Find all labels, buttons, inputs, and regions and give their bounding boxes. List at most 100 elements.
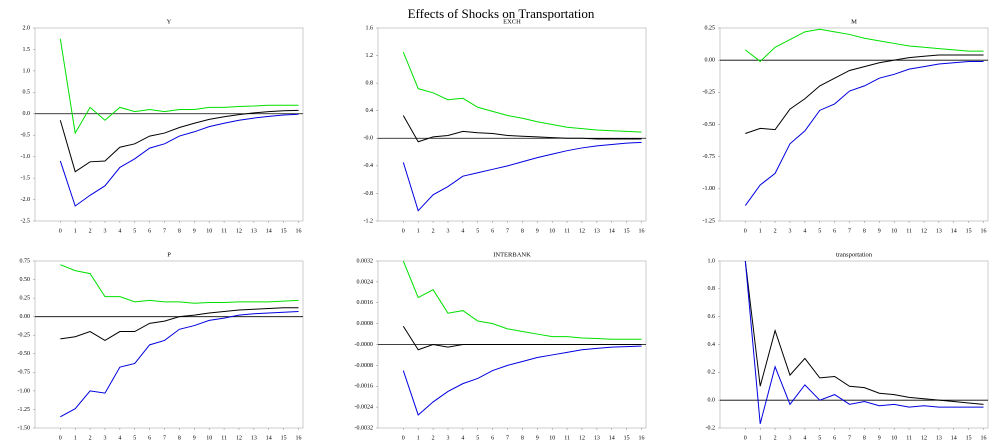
- series-line: [402, 260, 642, 340]
- x-tick-label: 0: [402, 228, 405, 234]
- y-tick-label: 0.6: [708, 314, 716, 320]
- series-line: [60, 310, 299, 418]
- x-tick-label: 4: [803, 228, 806, 234]
- y-tick-label: 1.6: [366, 25, 374, 31]
- x-tick-label: 8: [521, 435, 524, 440]
- y-tick-label: -0.0000: [355, 342, 374, 348]
- y-tick-label: 1.0: [708, 258, 716, 264]
- chart-title: Effects of Shocks on Transportation: [408, 6, 595, 21]
- x-tick-label: 14: [951, 228, 957, 234]
- x-tick-label: 14: [609, 228, 615, 234]
- x-tick-label: 11: [564, 228, 570, 234]
- plot-frame: [377, 27, 647, 222]
- panel-title: INTERBANK: [493, 251, 531, 258]
- series-line: [402, 345, 642, 416]
- x-tick-label: 12: [236, 228, 242, 234]
- x-tick-label: 9: [878, 228, 881, 234]
- x-tick-label: 14: [609, 435, 615, 440]
- x-tick-label: 6: [833, 228, 836, 234]
- x-tick-label: 15: [281, 435, 287, 440]
- x-tick-label: 13: [936, 228, 942, 234]
- y-tick-label: -1.2: [364, 218, 374, 224]
- x-tick-label: 1: [417, 228, 420, 234]
- y-tick-label: -0.0032: [355, 425, 374, 431]
- y-tick-label: 0.75: [20, 258, 31, 264]
- y-tick-label: 0.25: [705, 25, 716, 31]
- x-tick-label: 2: [774, 435, 777, 440]
- x-tick-label: 14: [266, 435, 272, 440]
- y-tick-label: 0.8: [708, 286, 716, 292]
- x-tick-label: 8: [863, 228, 866, 234]
- y-tick-label: 1.2: [366, 53, 374, 59]
- y-tick-label: -1.25: [18, 407, 31, 413]
- x-tick-label: 5: [133, 435, 136, 440]
- x-tick-label: 2: [89, 435, 92, 440]
- y-tick-label: 0.4: [708, 342, 716, 348]
- plot-frame: [34, 260, 304, 429]
- x-tick-label: 5: [133, 228, 136, 234]
- x-tick-label: 15: [966, 228, 972, 234]
- x-tick-label: 14: [951, 435, 957, 440]
- x-tick-label: 1: [759, 435, 762, 440]
- y-tick-label: -1.00: [18, 388, 31, 394]
- series-line: [59, 109, 299, 173]
- x-tick-label: 11: [564, 435, 570, 440]
- series-line: [402, 141, 642, 212]
- panel-title: P: [167, 251, 171, 258]
- series-line: [60, 264, 299, 304]
- x-tick-label: 13: [936, 435, 942, 440]
- x-tick-label: 10: [206, 435, 212, 440]
- y-tick-label: -0.25: [18, 333, 31, 339]
- series-line: [59, 38, 299, 135]
- y-tick-label: 0.4: [366, 108, 374, 114]
- y-tick-label: -0.0024: [355, 405, 374, 411]
- x-tick-label: 9: [193, 435, 196, 440]
- x-tick-label: 3: [103, 435, 106, 440]
- y-tick-label: 2.0: [23, 25, 31, 31]
- y-tick-label: -0.75: [703, 154, 716, 160]
- x-tick-label: 4: [461, 228, 464, 234]
- panel-title: transportation: [836, 251, 873, 258]
- x-tick-label: 5: [476, 435, 479, 440]
- x-tick-label: 6: [148, 435, 151, 440]
- x-tick-label: 1: [417, 435, 420, 440]
- x-tick-label: 2: [774, 228, 777, 234]
- x-tick-label: 11: [906, 228, 912, 234]
- x-tick-label: 10: [206, 228, 212, 234]
- x-tick-label: 15: [624, 435, 630, 440]
- y-tick-label: 0.0008: [357, 321, 374, 327]
- x-tick-label: 16: [981, 435, 987, 440]
- series-line: [402, 51, 642, 133]
- series-line: [745, 28, 984, 63]
- y-tick-label: -1.0: [21, 154, 31, 160]
- x-tick-label: 16: [296, 228, 302, 234]
- y-tick-label: -0.8: [364, 191, 374, 197]
- y-tick-label: -0.25: [703, 90, 716, 96]
- x-tick-label: 13: [251, 435, 257, 440]
- y-tick-label: -0.50: [703, 122, 716, 128]
- x-tick-label: 8: [178, 435, 181, 440]
- x-tick-label: 0: [744, 228, 747, 234]
- x-tick-label: 3: [446, 228, 449, 234]
- y-tick-label: 1.5: [23, 47, 31, 53]
- x-tick-label: 12: [921, 228, 927, 234]
- y-tick-label: -0.5: [21, 133, 31, 139]
- series-line: [744, 60, 984, 206]
- plot-frame: [34, 27, 304, 222]
- y-tick-label: 0.0: [23, 111, 31, 117]
- y-tick-label: 0.5: [23, 90, 31, 96]
- x-tick-label: 12: [579, 435, 585, 440]
- x-tick-label: 0: [402, 435, 405, 440]
- y-tick-label: 1.0: [23, 68, 31, 74]
- x-tick-label: 12: [236, 435, 242, 440]
- x-tick-label: 15: [281, 228, 287, 234]
- x-tick-label: 7: [848, 228, 851, 234]
- x-tick-label: 8: [521, 228, 524, 234]
- x-tick-label: 13: [594, 228, 600, 234]
- x-tick-label: 16: [981, 228, 987, 234]
- x-tick-label: 9: [193, 228, 196, 234]
- x-tick-label: 1: [759, 228, 762, 234]
- y-tick-label: -1.50: [18, 425, 31, 431]
- x-tick-label: 1: [74, 228, 77, 234]
